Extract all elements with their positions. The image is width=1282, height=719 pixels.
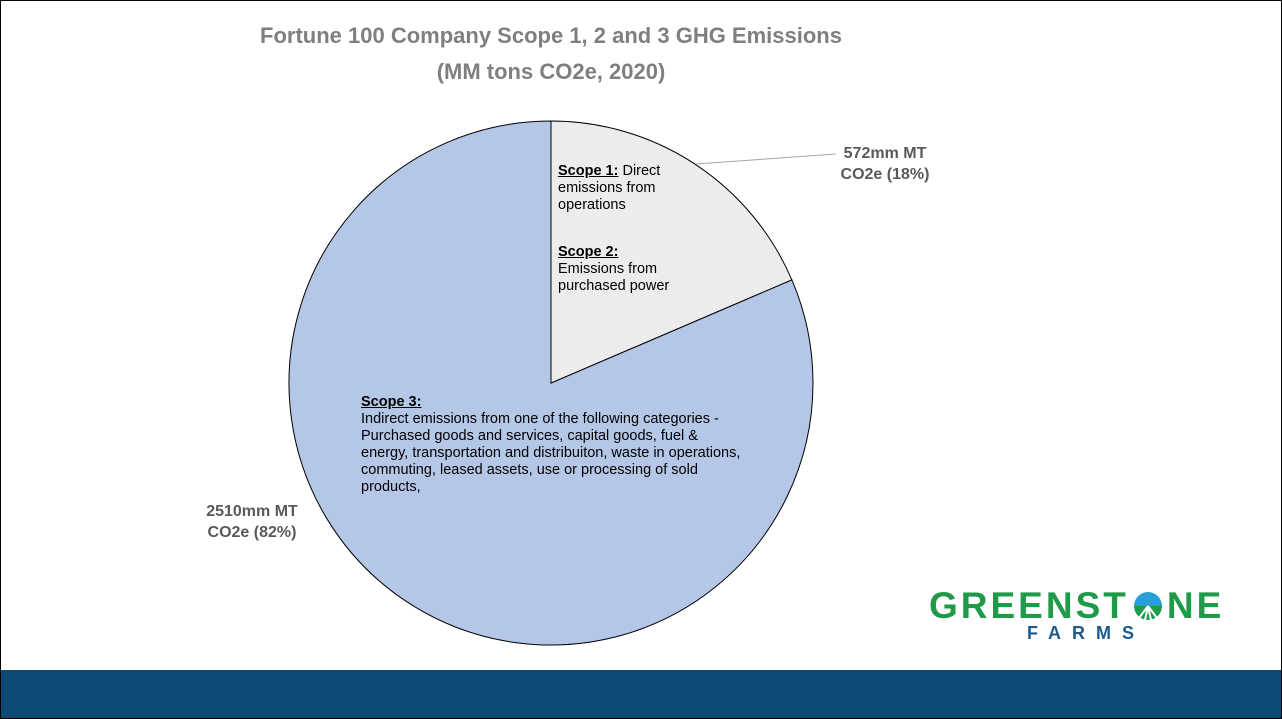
note-text: Indirect emissions from one of the follo… xyxy=(361,411,741,495)
note-heading: Scope 1: xyxy=(558,163,619,179)
scope-3-note: Scope 3: Indirect emissions from one of … xyxy=(361,394,746,496)
logo-text: NE xyxy=(1166,585,1225,626)
logo-icon xyxy=(1133,592,1162,621)
logo-subtext: FARMS xyxy=(1027,623,1145,643)
scope-1-note: Scope 1: Direct emissions from operation… xyxy=(558,163,708,214)
leader-line xyxy=(695,153,837,165)
logo-text: GREENST xyxy=(929,585,1129,626)
footer-bar xyxy=(1,670,1281,718)
note-text: Emissions from purchased power xyxy=(558,261,670,294)
data-label: 2510mm MT CO2e (82%) xyxy=(206,503,298,541)
note-heading: Scope 2: xyxy=(558,244,619,260)
pie-chart xyxy=(288,120,837,646)
pie-slice xyxy=(550,120,793,384)
logo: GREENST NE FARMS xyxy=(929,585,1249,644)
scope-2-note: Scope 2: Emissions from purchased power xyxy=(558,244,708,295)
pie-slice xyxy=(288,120,814,646)
note-heading: Scope 3: xyxy=(361,394,422,410)
chart-title: Fortune 100 Company Scope 1, 2 and 3 GHG… xyxy=(260,23,842,48)
logo-wordmark: GREENST NE xyxy=(929,585,1249,627)
chart-subtitle: (MM tons CO2e, 2020) xyxy=(436,59,666,84)
data-label: 572mm MT CO2e (18%) xyxy=(840,145,930,183)
note-text: Direct emissions from operations xyxy=(558,163,661,213)
